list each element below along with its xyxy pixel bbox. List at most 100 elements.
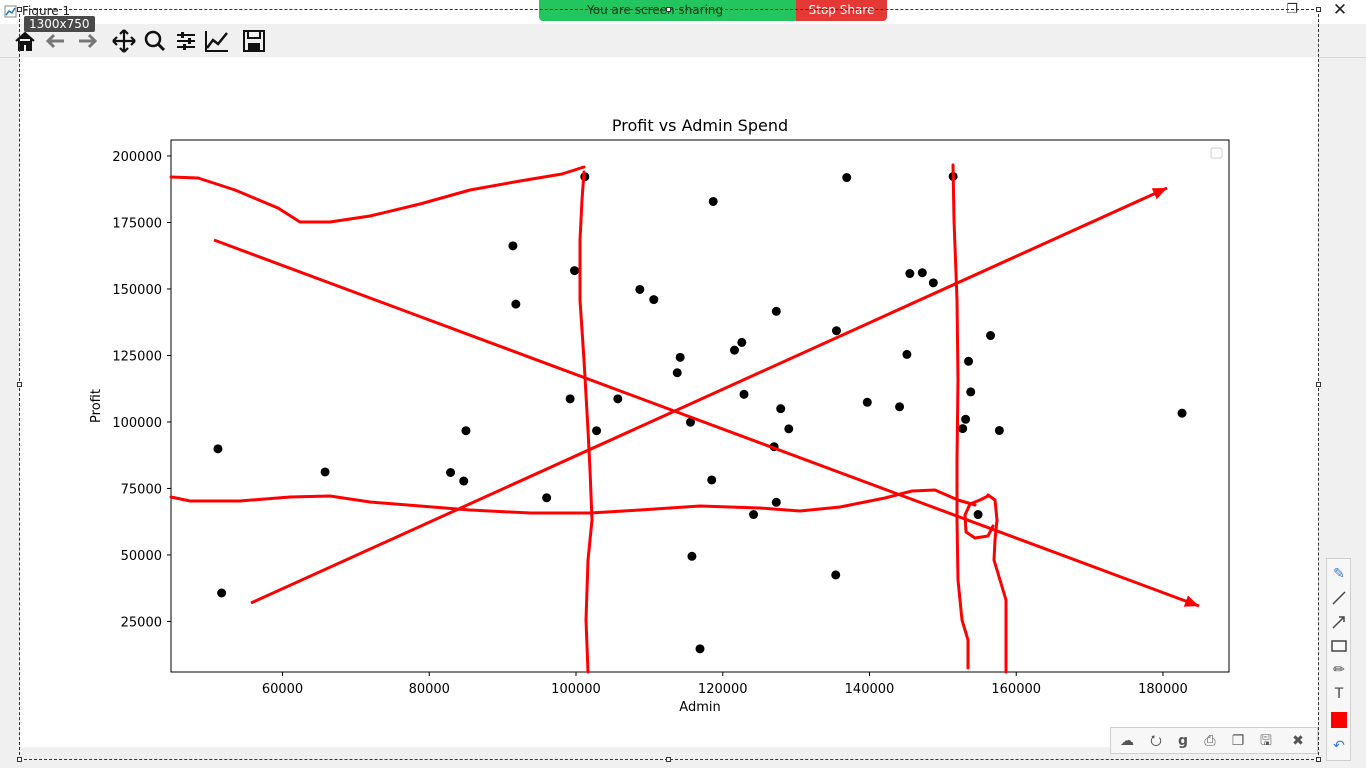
data-point [928, 278, 938, 288]
x-tick-label: 60000 [262, 682, 303, 697]
rectangle-icon[interactable] [1329, 636, 1349, 656]
data-point [320, 467, 330, 477]
data-point [831, 570, 841, 580]
data-point [461, 426, 471, 436]
annotation-stroke [963, 494, 995, 540]
save-icon[interactable] [240, 28, 268, 54]
data-point [613, 394, 623, 404]
y-tick-label: 125000 [112, 349, 162, 364]
size-badge: 1300x750 [24, 16, 95, 32]
data-point [687, 551, 697, 561]
data-point [902, 349, 912, 359]
save-icon[interactable]: 🖫 [1260, 733, 1272, 749]
y-tick-label: 150000 [112, 283, 162, 298]
data-point [749, 510, 759, 520]
annotation-stroke [169, 165, 586, 224]
resize-handle[interactable] [1316, 382, 1321, 387]
undo-icon[interactable]: ↶ [1333, 738, 1345, 754]
data-point [508, 241, 518, 251]
text-icon[interactable]: T [1334, 686, 1344, 702]
resize-handle[interactable] [666, 757, 671, 762]
window-title: Figure 1 [22, 4, 71, 18]
toolbar [0, 24, 1366, 58]
y-tick-label: 200000 [112, 150, 162, 165]
data-point [729, 345, 739, 355]
data-point [570, 266, 580, 276]
plot-frame [170, 139, 1230, 673]
print-icon[interactable]: ⎙ [1204, 733, 1216, 749]
back-arrow-icon[interactable] [42, 28, 70, 54]
y-tick-label: 100000 [112, 416, 162, 431]
data-point [776, 404, 786, 414]
resize-handle[interactable] [17, 7, 22, 12]
color-swatch[interactable] [1329, 710, 1349, 730]
data-point [592, 426, 602, 436]
data-point [905, 269, 915, 279]
x-tick-label: 80000 [409, 682, 450, 697]
app-icon [4, 5, 17, 18]
data-point [217, 588, 227, 598]
arrow-icon[interactable] [1329, 612, 1349, 632]
pen-icon[interactable]: ✎ [1333, 566, 1345, 582]
data-point [986, 331, 996, 341]
chart-title: Profit vs Admin Spend [612, 116, 788, 135]
x-tick-label: 120000 [698, 682, 748, 697]
forward-arrow-icon[interactable] [73, 28, 101, 54]
screen-share-bar: You are screen sharing Stop Share [539, 0, 887, 21]
close-icon[interactable]: ✖ [1292, 733, 1304, 749]
data-point [973, 510, 983, 520]
annotation-stroke [986, 493, 1008, 674]
x-tick-label: 100000 [551, 682, 601, 697]
data-point [964, 356, 974, 366]
data-point [917, 268, 927, 278]
resize-handle[interactable] [17, 382, 22, 387]
data-point [994, 425, 1004, 435]
data-point [831, 326, 841, 336]
line-icon[interactable] [1329, 588, 1349, 608]
y-tick-label: 75000 [121, 482, 162, 497]
figure-canvas [20, 57, 1318, 747]
pan-icon[interactable] [110, 28, 138, 54]
cloud-upload-icon[interactable]: ☁ [1120, 733, 1134, 749]
data-point [695, 644, 705, 654]
share-toolbar: ☁ ⭮ g ⎙ ❐ 🖫 ✖ [1110, 727, 1318, 754]
annotation-arrow [250, 186, 1168, 605]
data-point [862, 397, 872, 407]
data-point [784, 424, 794, 434]
y-tick-label: 25000 [121, 615, 162, 630]
data-point [958, 424, 968, 434]
drawing-palette: ✎ ✏ T ↶ [1326, 558, 1351, 761]
annotation-arrow [213, 238, 1200, 608]
annotation-stroke [169, 488, 977, 515]
resize-handle[interactable] [17, 757, 22, 762]
data-point [708, 196, 718, 206]
highlighter-icon[interactable]: ✏ [1333, 662, 1345, 678]
legend-box [1210, 147, 1223, 159]
resize-handle[interactable] [1316, 7, 1321, 12]
data-point [511, 299, 521, 309]
x-tick-label: 180000 [1138, 682, 1188, 697]
close-icon[interactable]: ✕ [1332, 0, 1348, 20]
stop-share-button[interactable]: Stop Share [796, 0, 887, 21]
annotation-arrowhead [1151, 188, 1167, 200]
data-point [459, 476, 469, 486]
annotation-stroke [951, 163, 970, 670]
google-icon[interactable]: g [1177, 733, 1189, 749]
data-point [635, 284, 645, 294]
data-point [739, 389, 749, 399]
data-point [446, 468, 456, 477]
configure-subplots-icon[interactable] [172, 28, 200, 54]
data-point [542, 493, 552, 503]
edit-axis-icon[interactable] [203, 28, 231, 54]
x-tick-label: 160000 [991, 682, 1041, 697]
resize-handle[interactable] [1316, 757, 1321, 762]
data-point [565, 394, 575, 404]
annotation-arrowhead [1183, 595, 1199, 607]
resize-handle[interactable] [666, 7, 671, 12]
copy-icon[interactable]: ❐ [1231, 733, 1245, 749]
zoom-icon[interactable] [141, 28, 169, 54]
x-axis-label: Admin [679, 700, 720, 715]
share-icon[interactable]: ⭮ [1150, 733, 1162, 749]
